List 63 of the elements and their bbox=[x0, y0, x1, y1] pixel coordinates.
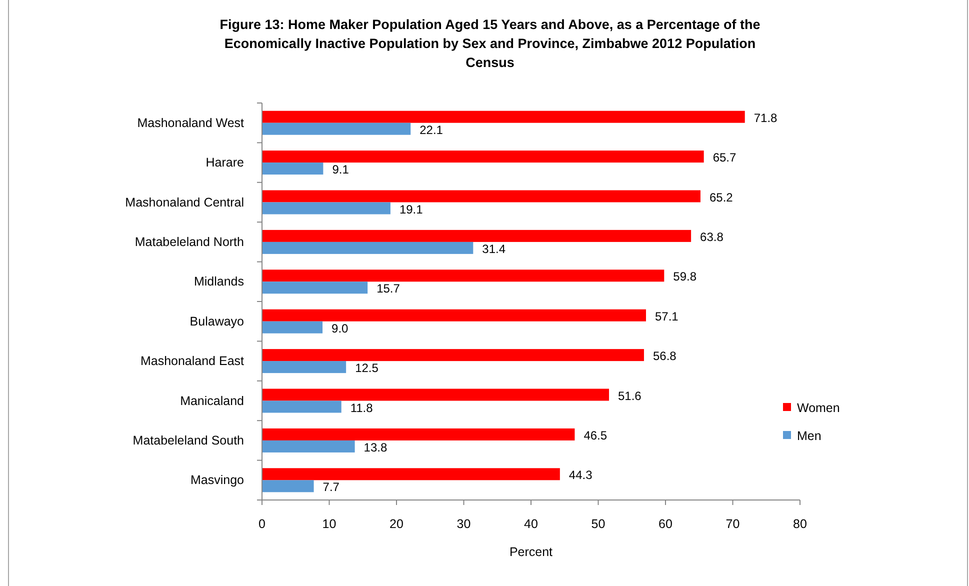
y-tick-label: Mashonaland West bbox=[137, 116, 245, 130]
bar bbox=[262, 122, 411, 135]
bar bbox=[262, 270, 664, 282]
y-tick-label: Matabeleland South bbox=[132, 433, 244, 448]
x-tick-label: 70 bbox=[726, 517, 740, 531]
data-label: 13.8 bbox=[364, 440, 388, 454]
data-label: 19.1 bbox=[399, 202, 424, 216]
bar bbox=[262, 428, 575, 440]
bar bbox=[262, 230, 692, 242]
bar bbox=[262, 282, 368, 294]
data-label: 7.7 bbox=[322, 480, 340, 494]
bar bbox=[262, 480, 314, 492]
data-label: 12.5 bbox=[355, 361, 379, 376]
legend-label: Women bbox=[797, 401, 840, 415]
y-tick-label: Masvingo bbox=[190, 473, 244, 488]
y-tick-label: Matabeleland North bbox=[134, 234, 244, 249]
chart-title: Figure 13: Home Maker Population Aged 15 Years and Above, as a Percentage of the Economically Inactive Population by Sex and Province, Zimbabwe 2012 Population Census bbox=[220, 17, 761, 70]
bar bbox=[262, 388, 610, 401]
bar bbox=[262, 202, 390, 214]
data-label: 15.7 bbox=[376, 282, 400, 296]
x-tick-label: 60 bbox=[658, 517, 672, 531]
x-tick-label: 0 bbox=[258, 517, 266, 531]
bar bbox=[262, 349, 644, 362]
y-tick-label: Manicaland bbox=[180, 394, 244, 408]
x-axis-title: Percent bbox=[509, 545, 554, 559]
y-tick-label: Harare bbox=[206, 156, 244, 170]
y-tick-label: Mashonaland Central bbox=[125, 195, 244, 210]
data-label: 71.8 bbox=[754, 110, 778, 125]
x-tick-label: 20 bbox=[390, 517, 404, 531]
bar bbox=[262, 162, 324, 175]
bar bbox=[262, 361, 346, 374]
bar bbox=[262, 400, 342, 413]
data-label: 56.8 bbox=[652, 349, 677, 364]
bar bbox=[262, 242, 474, 254]
x-tick-label: 80 bbox=[793, 517, 807, 531]
bar bbox=[262, 440, 355, 452]
data-label: 65.2 bbox=[709, 190, 734, 204]
data-label: 51.6 bbox=[618, 388, 642, 403]
legend-label: Men bbox=[797, 429, 822, 443]
data-label: 63.8 bbox=[700, 230, 724, 244]
bar bbox=[262, 190, 700, 202]
data-label: 22.1 bbox=[420, 122, 444, 137]
x-tick-label: 40 bbox=[524, 517, 538, 531]
y-tick-label: Bulawayo bbox=[190, 314, 244, 328]
x-tick-label: 50 bbox=[591, 517, 606, 531]
y-tick-label: Midlands bbox=[194, 274, 244, 289]
bar bbox=[262, 321, 323, 334]
data-label: 46.5 bbox=[584, 428, 608, 442]
data-label: 59.8 bbox=[673, 270, 697, 284]
data-label: 65.7 bbox=[712, 150, 737, 165]
bar bbox=[262, 110, 745, 123]
data-label: 31.4 bbox=[482, 242, 506, 256]
data-label: 9.0 bbox=[332, 321, 349, 336]
data-label: 44.3 bbox=[568, 468, 593, 482]
y-tick-label: Mashonaland East bbox=[140, 354, 245, 368]
data-label: 11.8 bbox=[350, 400, 374, 415]
bar bbox=[262, 150, 704, 163]
data-label: 9.1 bbox=[332, 162, 350, 177]
x-tick-label: 10 bbox=[322, 517, 336, 531]
bar bbox=[262, 468, 560, 480]
bar bbox=[262, 309, 646, 322]
x-tick-label: 30 bbox=[456, 517, 471, 531]
data-label: 57.1 bbox=[654, 309, 679, 324]
